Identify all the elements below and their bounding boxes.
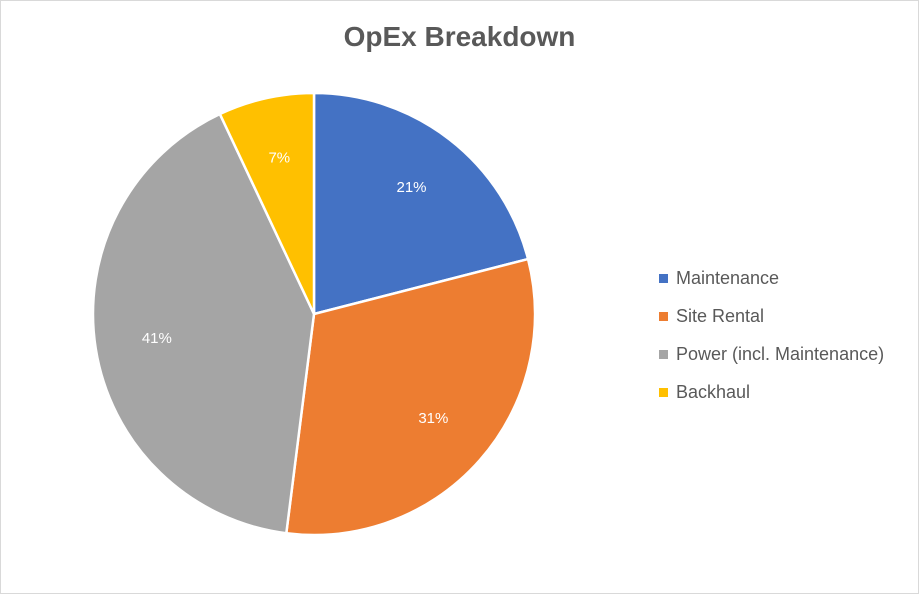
legend-item-backhaul: Backhaul bbox=[659, 373, 884, 411]
data-label-maintenance: 21% bbox=[397, 179, 427, 196]
legend-item-power: Power (incl. Maintenance) bbox=[659, 335, 884, 373]
legend-label-backhaul: Backhaul bbox=[676, 381, 751, 402]
legend-swatch-power bbox=[659, 349, 668, 359]
data-label-power: 41% bbox=[142, 330, 172, 347]
pie-slice-backhaul bbox=[218, 91, 316, 316]
legend-swatch-site-rental bbox=[659, 311, 668, 321]
legend-item-maintenance: Maintenance bbox=[659, 259, 884, 297]
legend: Maintenance Site Rental Power (incl. Mai… bbox=[659, 259, 884, 411]
pie-slice-power bbox=[91, 112, 316, 535]
data-label-backhaul: 7% bbox=[268, 150, 290, 167]
chart-title: OpEx Breakdown bbox=[343, 21, 576, 52]
legend-label-power: Power (incl. Maintenance) bbox=[676, 343, 885, 364]
pie-slice-maintenance bbox=[312, 91, 530, 316]
pie-slice-site-rental bbox=[285, 257, 537, 537]
data-label-site-rental: 31% bbox=[418, 410, 448, 427]
legend-item-site-rental: Site Rental bbox=[659, 297, 884, 335]
legend-label-site-rental: Site Rental bbox=[676, 305, 765, 326]
legend-swatch-backhaul bbox=[659, 387, 668, 397]
legend-swatch-maintenance bbox=[659, 273, 668, 283]
legend-label-maintenance: Maintenance bbox=[676, 267, 780, 288]
